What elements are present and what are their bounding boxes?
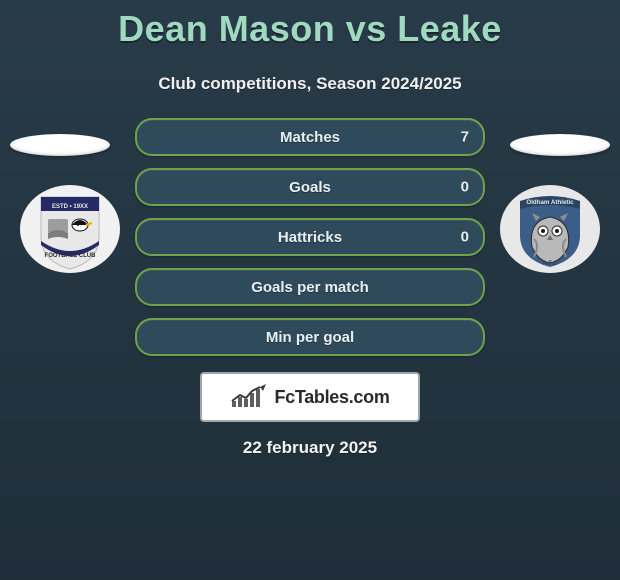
date-label: 22 february 2025 [0, 438, 620, 458]
page-subtitle: Club competitions, Season 2024/2025 [0, 74, 620, 94]
brand-text: FcTables.com [274, 387, 389, 408]
stat-row-hattricks: Hattricks 0 [135, 218, 485, 256]
stat-row-min-per-goal: Min per goal [135, 318, 485, 356]
stats-list: Matches 7 Goals 0 Hattricks 0 Goals per … [135, 118, 485, 356]
stat-label: Goals per match [251, 279, 369, 296]
stat-row-goals: Goals 0 [135, 168, 485, 206]
brand-bars-icon [230, 383, 270, 411]
stat-label: Goals [289, 179, 331, 196]
club-crest-right: Oldham Athletic A.F.C [500, 185, 600, 273]
page-title: Dean Mason vs Leake [0, 8, 620, 50]
svg-text:Oldham Athletic: Oldham Athletic [526, 199, 574, 206]
stat-row-matches: Matches 7 [135, 118, 485, 156]
stat-value-right: 7 [461, 129, 469, 146]
svg-text:A.F.C: A.F.C [543, 261, 559, 267]
brand-box: FcTables.com [200, 372, 420, 422]
svg-text:FOOTBALL CLUB: FOOTBALL CLUB [45, 253, 97, 259]
stat-label: Hattricks [278, 229, 342, 246]
stat-value-right: 0 [461, 179, 469, 196]
svg-text:ESTD • 19XX: ESTD • 19XX [52, 204, 88, 210]
stat-value-right: 0 [461, 229, 469, 246]
club-crest-left: ESTD • 19XX FOOTBALL CLUB [20, 185, 120, 273]
brand-inner: FcTables.com [230, 383, 389, 411]
player-silhouette-right [510, 134, 610, 156]
player-silhouette-left [10, 134, 110, 156]
stat-label: Min per goal [266, 329, 354, 346]
comparison-infographic: Dean Mason vs Leake Club competitions, S… [0, 8, 620, 580]
stat-row-goals-per-match: Goals per match [135, 268, 485, 306]
stat-label: Matches [280, 129, 340, 146]
